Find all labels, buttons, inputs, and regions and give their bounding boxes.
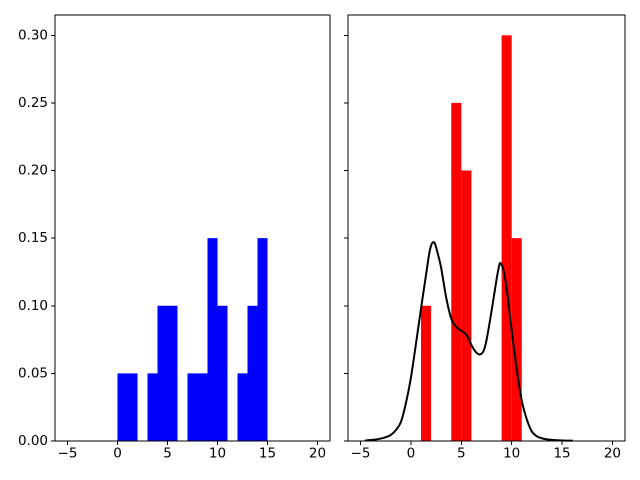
y-tick-label: 0.30 (18, 27, 48, 43)
histogram-bar (167, 305, 178, 441)
x-tick-label: 10 (209, 446, 226, 462)
left-histogram-bars (117, 238, 268, 441)
x-tick-label: −5 (351, 446, 371, 462)
histogram-bar (117, 373, 128, 441)
kde-curve (364, 241, 574, 442)
histogram-bar (501, 35, 512, 441)
x-tick-label: 0 (407, 446, 416, 462)
x-tick-label: 0 (113, 446, 122, 462)
x-tick-label: −5 (58, 446, 78, 462)
y-tick-label: 0.15 (18, 230, 48, 246)
x-tick-label: 5 (457, 446, 466, 462)
axes-frame (347, 14, 626, 442)
histogram-bar (217, 305, 228, 441)
histogram-bar (237, 373, 248, 441)
x-tick-label: 15 (259, 446, 276, 462)
y-tick-label: 0.00 (18, 433, 48, 449)
histogram-bar (147, 373, 158, 441)
histogram-bar (157, 305, 168, 441)
y-tick-label: 0.20 (18, 163, 48, 179)
histogram-bar (247, 305, 258, 441)
axes-frame (54, 14, 331, 442)
x-tick-label: 15 (553, 446, 570, 462)
right-histogram-kde-axes: −5 0 5 10 15 20 (344, 14, 626, 462)
histogram-bar (451, 102, 462, 442)
histogram-bar (421, 305, 432, 441)
x-tick-label: 20 (604, 446, 621, 462)
histogram-bar (511, 238, 522, 441)
y-tick-label: 0.25 (18, 95, 48, 111)
x-tick-label: 20 (309, 446, 326, 462)
histogram-bar (187, 373, 198, 441)
histogram-bar (207, 238, 218, 441)
y-tick-label: 0.05 (18, 365, 48, 381)
right-histogram-kde-bars (421, 35, 522, 442)
left-histogram-axes: −5 0 5 10 15 20 0.00 0.05 0.10 0.15 0.20 0.25 0.30 (18, 14, 331, 462)
histogram-bar (461, 170, 472, 441)
histogram-bar (197, 373, 208, 441)
histogram-bar (257, 238, 268, 441)
x-tick-label: 5 (163, 446, 172, 462)
histogram-bar (127, 373, 138, 441)
x-tick-label: 10 (503, 446, 520, 462)
y-tick-label: 0.10 (18, 298, 48, 314)
